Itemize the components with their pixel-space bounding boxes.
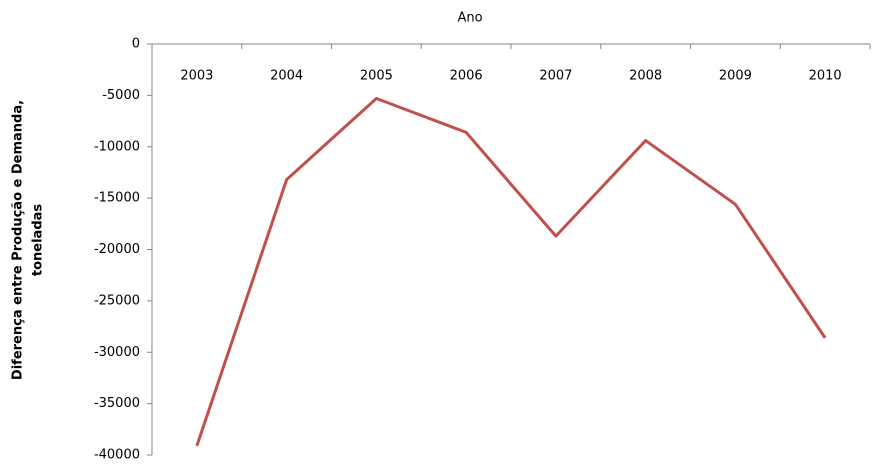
x-tick-label: 2009 [719, 69, 752, 84]
y-tick-label: -35000 [94, 396, 140, 411]
y-axis-label-line: Diferença entre Produção e Demanda, [11, 100, 26, 380]
x-axis-label: Ano [457, 11, 482, 26]
y-tick-label: 0 [132, 37, 140, 52]
y-tick-label: -40000 [94, 448, 140, 463]
x-tick-label: 2004 [270, 69, 303, 84]
x-tick-label: 2003 [180, 69, 213, 84]
y-tick-label: -5000 [102, 88, 140, 103]
x-tick-label: 2007 [539, 69, 572, 84]
y-tick-label: -20000 [94, 242, 140, 257]
x-tick-label: 2005 [360, 69, 393, 84]
line [195, 96, 827, 447]
y-tick-label: -30000 [94, 345, 140, 360]
x-tick-label: 2008 [629, 69, 662, 84]
x-tick-label: 2006 [450, 69, 483, 84]
y-axis-label-line: toneladas [31, 204, 46, 277]
y-axis-label: Diferença entre Produção e Demanda, tone… [11, 100, 46, 380]
y-tick-label: -15000 [94, 191, 140, 206]
x-tick-label: 2010 [809, 69, 842, 84]
y-tick-label: -25000 [94, 293, 140, 308]
y-tick-label: -10000 [94, 139, 140, 154]
